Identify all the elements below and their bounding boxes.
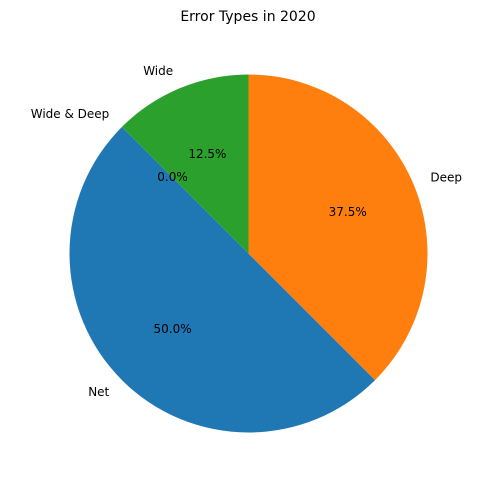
value-label: 37.5% xyxy=(329,205,367,219)
slice-label: Wide & Deep xyxy=(31,107,110,121)
slice-label: Wide xyxy=(143,64,173,78)
pie-slice xyxy=(248,74,428,381)
value-label: 50.0% xyxy=(153,322,191,336)
value-label: 0.0% xyxy=(157,170,188,184)
chart-title: Error Types in 2020 xyxy=(180,9,315,25)
pie-slice xyxy=(121,74,249,254)
slice-label: Deep xyxy=(430,171,462,185)
value-label: 12.5% xyxy=(188,147,226,161)
slice-label: Net xyxy=(88,385,109,399)
pie-slice xyxy=(69,126,376,433)
